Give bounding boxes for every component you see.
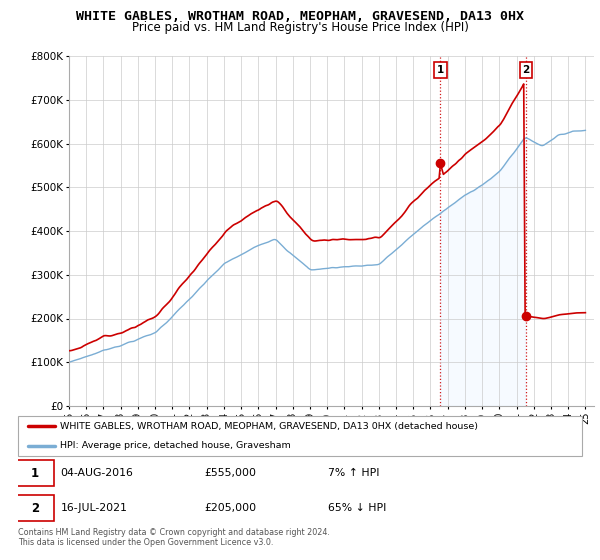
Text: 2: 2 xyxy=(522,65,529,75)
FancyBboxPatch shape xyxy=(17,495,53,521)
FancyBboxPatch shape xyxy=(18,416,582,456)
Text: WHITE GABLES, WROTHAM ROAD, MEOPHAM, GRAVESEND, DA13 0HX (detached house): WHITE GABLES, WROTHAM ROAD, MEOPHAM, GRA… xyxy=(60,422,478,431)
Text: 1: 1 xyxy=(31,467,39,480)
Text: Contains HM Land Registry data © Crown copyright and database right 2024.
This d: Contains HM Land Registry data © Crown c… xyxy=(18,528,330,547)
FancyBboxPatch shape xyxy=(17,460,53,486)
Text: 16-JUL-2021: 16-JUL-2021 xyxy=(60,503,127,513)
Text: HPI: Average price, detached house, Gravesham: HPI: Average price, detached house, Grav… xyxy=(60,441,291,450)
Text: 7% ↑ HPI: 7% ↑ HPI xyxy=(328,468,380,478)
Text: 1: 1 xyxy=(437,65,444,75)
Text: 04-AUG-2016: 04-AUG-2016 xyxy=(60,468,133,478)
Text: WHITE GABLES, WROTHAM ROAD, MEOPHAM, GRAVESEND, DA13 0HX: WHITE GABLES, WROTHAM ROAD, MEOPHAM, GRA… xyxy=(76,10,524,22)
Text: Price paid vs. HM Land Registry's House Price Index (HPI): Price paid vs. HM Land Registry's House … xyxy=(131,21,469,34)
Text: £555,000: £555,000 xyxy=(204,468,256,478)
Text: £205,000: £205,000 xyxy=(204,503,256,513)
Text: 65% ↓ HPI: 65% ↓ HPI xyxy=(328,503,386,513)
Text: 2: 2 xyxy=(31,502,39,515)
